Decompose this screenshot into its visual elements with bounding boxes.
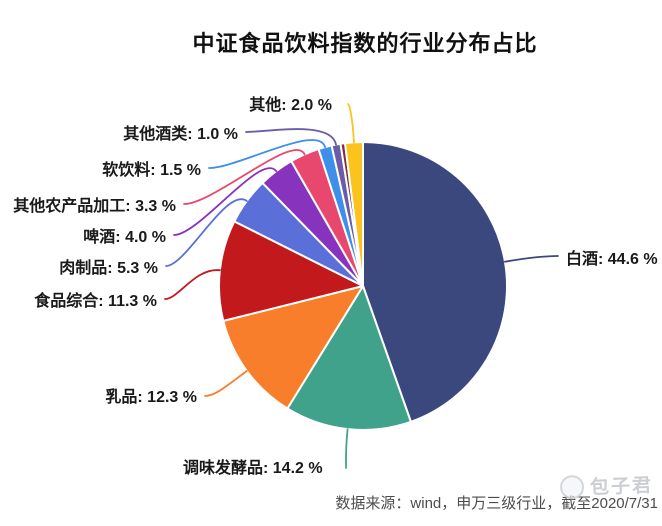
- slice-label: 其他农产品加工: 3.3 %: [13, 196, 176, 215]
- leader-line: [164, 269, 221, 300]
- leader-line: [347, 103, 355, 144]
- leader-line: [208, 139, 326, 169]
- slice-label: 其他: 2.0 %: [249, 95, 332, 114]
- leader-line: [183, 149, 306, 205]
- slice-label: 软饮料: 1.5 %: [102, 160, 201, 179]
- slice-label: 啤酒: 4.0 %: [83, 227, 166, 246]
- slice-label: 调味发酵品: 14.2 %: [183, 458, 323, 477]
- leader-line: [173, 167, 278, 236]
- leader-line: [345, 428, 349, 469]
- slice-label: 食品综合: 11.3 %: [33, 291, 157, 310]
- leader-line: [204, 370, 248, 397]
- data-source-note: 数据来源：wind，申万三级行业，截至2020/7/31: [335, 495, 658, 512]
- slice-label: 白酒: 44.6 %: [566, 249, 658, 268]
- leader-line: [165, 198, 248, 267]
- slice-label: 肉制品: 5.3 %: [59, 258, 158, 277]
- slice-label: 乳品: 12.3 %: [105, 387, 197, 406]
- leader-line: [245, 128, 337, 146]
- slice-label: 其他酒类: 1.0 %: [123, 124, 238, 143]
- chart-title: 中证食品饮料指数的行业分布占比: [192, 31, 538, 56]
- leader-line: [504, 255, 559, 263]
